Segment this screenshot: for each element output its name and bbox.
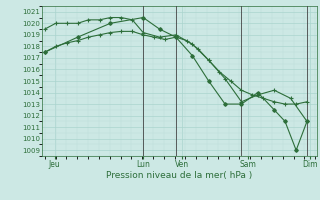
X-axis label: Pression niveau de la mer( hPa ): Pression niveau de la mer( hPa ) (106, 171, 252, 180)
